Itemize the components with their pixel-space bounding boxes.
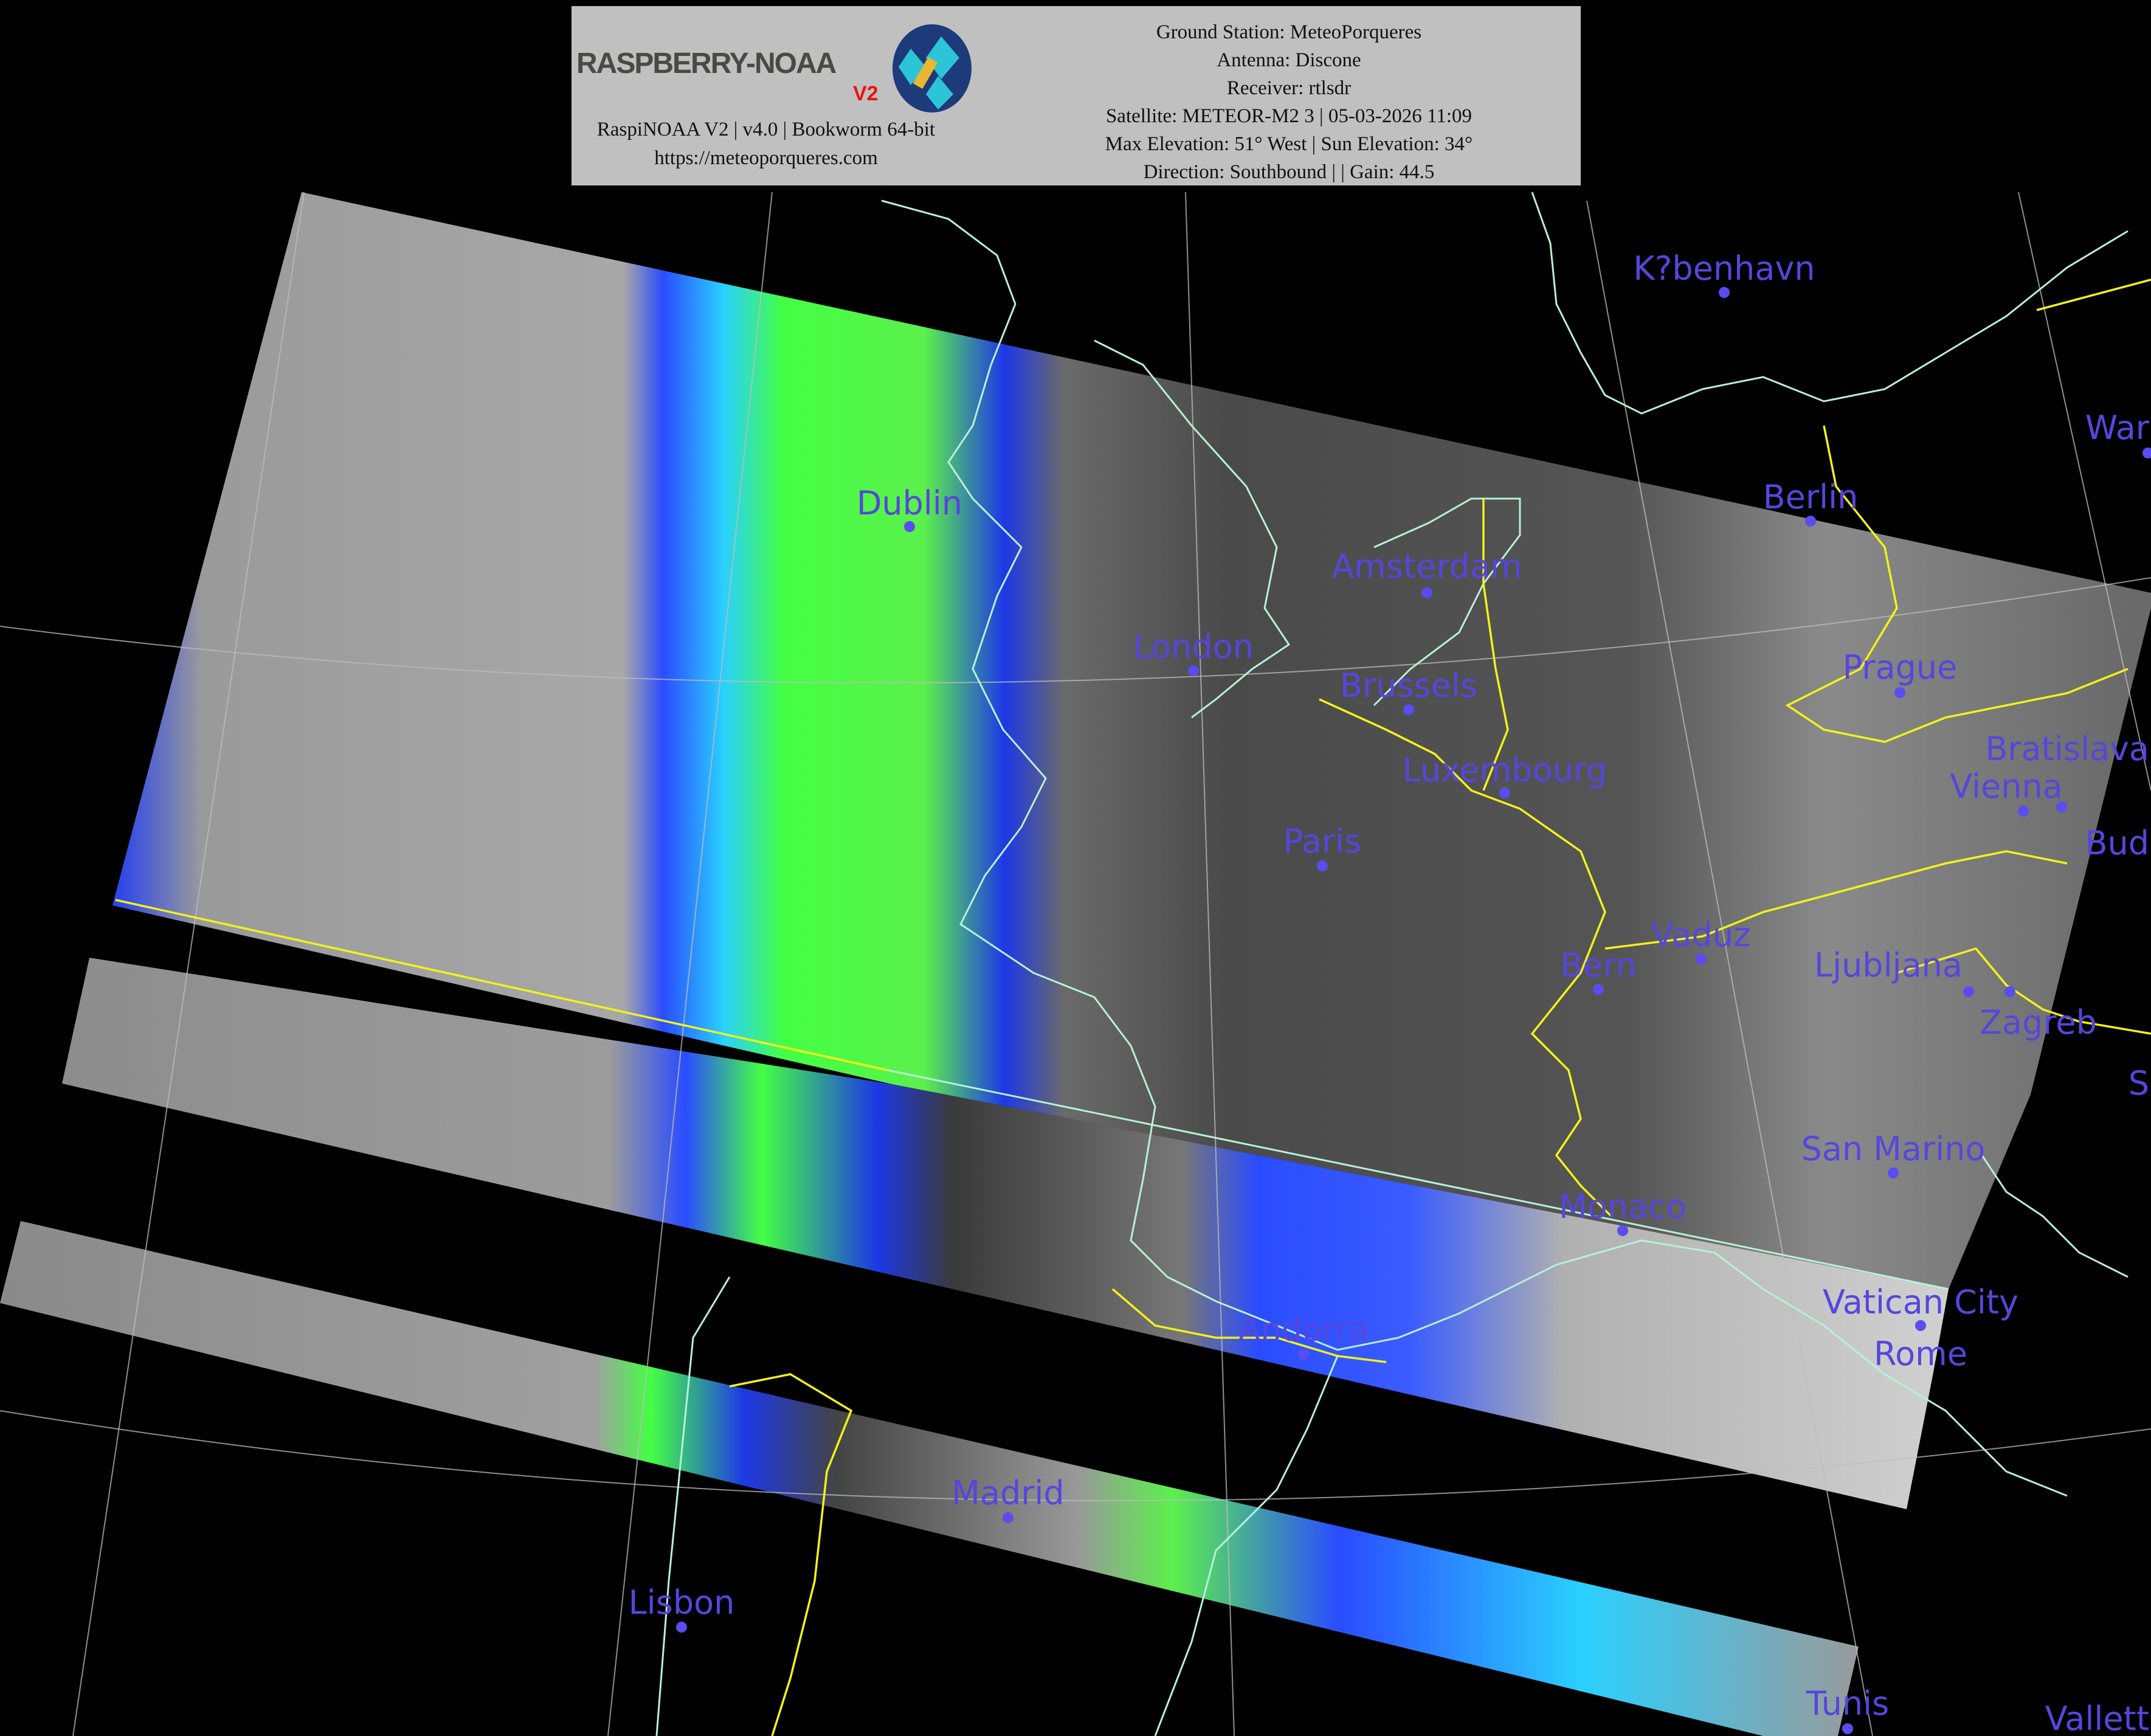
raspberry-noaa-logo: RASPBERRY-NOAA V2 [576, 24, 978, 116]
city-label: Bratislava [1985, 730, 2149, 768]
city-label: Monaco [1559, 1188, 1687, 1226]
city-label: Madrid [951, 1474, 1064, 1512]
city-label: K?benhavn [1633, 249, 1815, 288]
city-label: Paris [1283, 822, 1362, 860]
receiver: Receiver: rtlsdr [1226, 77, 1352, 99]
city-dot [1421, 587, 1432, 598]
borders [115, 278, 2151, 1736]
city-dot [1696, 953, 1707, 964]
city-dot [1188, 665, 1199, 676]
city-dot [2142, 448, 2151, 458]
ground-station: Ground Station: MeteoPorqueres [1156, 21, 1422, 43]
website-link[interactable]: https://meteoporqueres.com [654, 147, 878, 169]
satellite-swaths [0, 192, 2151, 1736]
software-info: RaspiNOAA V2 | v4.0 | Bookworm 64-bit [596, 119, 936, 140]
city-dot [1317, 860, 1328, 871]
city-label: Vatican City [1823, 1283, 2018, 1321]
city-dot [1003, 1512, 1013, 1523]
direction-gain: Direction: Southbound | | Gain: 44.5 [1143, 161, 1435, 183]
satellite-logo-icon [893, 24, 972, 112]
city-label: Luxembourg [1403, 751, 1607, 789]
city-label: Lisbon [629, 1583, 735, 1622]
city-dot [1894, 687, 1905, 698]
city-label: Prague [1843, 648, 1958, 686]
city-label: Tunis [1806, 1684, 1889, 1723]
city-dot [676, 1622, 687, 1633]
city-dot [1617, 1225, 1628, 1236]
city-dot [904, 521, 915, 532]
coastlines [655, 192, 2129, 1736]
city-label: London [1133, 628, 1254, 666]
city-dot [1963, 986, 1974, 997]
city-label: S [2129, 1064, 2149, 1102]
swath-3 [0, 1221, 1859, 1736]
elevation-info: Max Elevation: 51° West | Sun Elevation:… [1105, 133, 1473, 155]
city-label: Dublin [857, 484, 962, 522]
city-label: San Marino [1801, 1130, 1986, 1168]
city-dot [1888, 1167, 1899, 1178]
city-dot [1842, 1723, 1853, 1734]
city-label: Ljubljana [1814, 946, 1963, 984]
city-label: Vallett [2045, 1700, 2149, 1736]
city-dot [1403, 704, 1414, 715]
graticule [0, 192, 2151, 1736]
city-dot [2018, 806, 2029, 817]
swath-2 [62, 958, 1949, 1509]
city-label: Rome [1874, 1335, 1967, 1373]
city-markers: K?benhavn Berlin War Dublin Amsterdam London B… [629, 249, 2151, 1736]
city-label: Amsterdam [1331, 547, 1522, 586]
swath-1 [112, 192, 2151, 1289]
logo-version: V2 [853, 82, 879, 105]
city-dot [2056, 801, 2067, 812]
city-dot [1915, 1320, 1926, 1331]
city-label: Zagreb [1980, 1003, 2097, 1042]
city-label: Berlin [1763, 478, 1859, 516]
city-label: Bern [1560, 946, 1637, 984]
city-label: Andorra [1238, 1310, 1369, 1349]
city-dot [1298, 1349, 1309, 1360]
pass-info-header: RASPBERRY-NOAA V2 RaspiNOAA V2 | v4.0 | … [571, 6, 1581, 185]
satellite-info: Satellite: METEOR-M2 3 | 05-03-2026 11:0… [1105, 105, 1473, 127]
city-label: War [2085, 409, 2150, 447]
logo-text: RASPBERRY-NOAA [576, 47, 837, 80]
city-dot [1719, 287, 1730, 298]
city-dot [1499, 787, 1510, 798]
city-label: Bud [2085, 824, 2149, 862]
city-label: Brussels [1340, 666, 1477, 705]
city-dot [2004, 986, 2015, 997]
antenna: Antenna: Discone [1217, 49, 1361, 71]
city-dot [1805, 516, 1816, 527]
city-label: Vienna [1950, 767, 2063, 806]
city-label: Vaduz [1652, 916, 1751, 954]
city-dot [1593, 984, 1604, 995]
